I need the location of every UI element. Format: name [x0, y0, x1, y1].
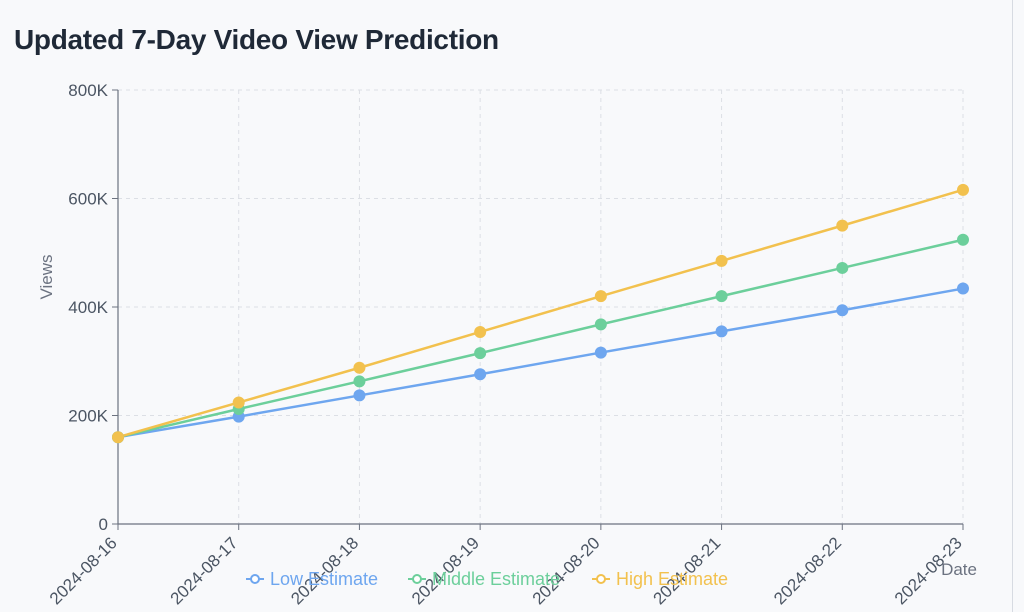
series-line-high-estimate [117, 188, 964, 439]
legend-item-middle-estimate[interactable]: Middle Estimate [408, 569, 560, 589]
data-point-middle-estimate[interactable] [836, 261, 849, 274]
y-tick-label: 200K [68, 407, 108, 426]
chart-title: Updated 7-Day Video View Prediction [14, 24, 499, 55]
legend-label: Middle Estimate [432, 569, 560, 589]
legend-item-low-estimate[interactable]: Low Estimate [246, 569, 378, 589]
legend-marker-icon [412, 574, 422, 584]
legend-label: Low Estimate [270, 569, 378, 589]
x-tick-label: 2024-08-16 [46, 533, 121, 608]
data-point-high-estimate[interactable] [957, 183, 969, 196]
legend[interactable]: Low Estimate Middle Estimate High Estimate [246, 569, 728, 589]
series-line-low-estimate [117, 287, 964, 439]
series-lines [117, 188, 964, 439]
legend-marker-icon [250, 574, 260, 584]
data-point-low-estimate[interactable] [353, 389, 366, 402]
legend-label: High Estimate [616, 569, 728, 589]
y-tick-label: 600K [68, 190, 108, 209]
axes: 0 200K 400K 600K 800K 2024-08-16 2024-08-17 202… [37, 81, 977, 608]
legend-item-high-estimate[interactable]: High Estimate [592, 569, 728, 589]
data-point-low-estimate[interactable] [957, 282, 969, 295]
data-point-low-estimate[interactable] [474, 368, 487, 381]
x-axis-label: Date [941, 560, 977, 579]
data-point-middle-estimate[interactable] [353, 375, 366, 388]
x-tick-label: 2024-08-17 [167, 533, 242, 608]
series-line-middle-estimate [117, 238, 964, 439]
data-point-middle-estimate[interactable] [715, 290, 728, 303]
data-point-high-estimate[interactable] [594, 290, 607, 303]
data-point-middle-estimate[interactable] [957, 233, 969, 246]
legend-marker-icon [596, 574, 606, 584]
data-point-middle-estimate[interactable] [474, 347, 487, 360]
x-tick-label: 2024-08-22 [770, 533, 845, 608]
y-tick-label: 0 [99, 515, 108, 534]
data-point-middle-estimate[interactable] [594, 318, 607, 331]
grid [118, 89, 964, 525]
series-points [112, 183, 969, 444]
y-tick-label: 400K [68, 298, 108, 317]
data-point-high-estimate[interactable] [112, 431, 124, 444]
data-point-low-estimate[interactable] [594, 346, 607, 359]
data-point-high-estimate[interactable] [353, 361, 366, 374]
data-point-low-estimate[interactable] [715, 325, 728, 338]
data-point-low-estimate[interactable] [836, 304, 849, 317]
data-point-high-estimate[interactable] [232, 396, 245, 409]
data-point-high-estimate[interactable] [715, 254, 728, 267]
data-point-high-estimate[interactable] [474, 325, 487, 338]
data-point-high-estimate[interactable] [836, 219, 849, 232]
y-axis-label: Views [37, 254, 56, 299]
y-tick-label: 800K [68, 81, 108, 100]
